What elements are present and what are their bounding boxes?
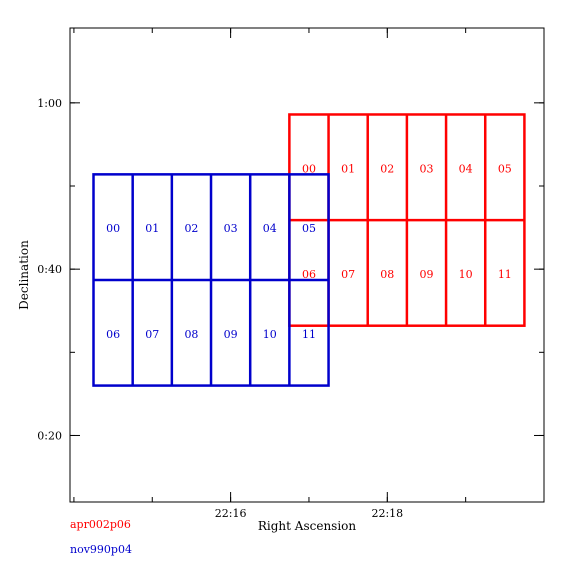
chip-label-nov990p04-09: 09 [224, 328, 238, 341]
chip-label-apr002p06-06: 06 [302, 268, 316, 281]
axis-ticks: 22:16 22:18 1:00 0:40 0:20 [37, 28, 545, 520]
plot-frame [69, 27, 545, 503]
y-tick-label: 0:20 [37, 429, 62, 442]
chip-label-nov990p04-02: 02 [184, 222, 198, 235]
chip-label-nov990p04-07: 07 [145, 328, 159, 341]
x-tick-label: 22:18 [371, 507, 403, 520]
chip-label-nov990p04-05: 05 [302, 222, 316, 235]
chip-label-apr002p06-03: 03 [419, 162, 433, 175]
chip-label-apr002p06-02: 02 [380, 162, 394, 175]
chip-label-apr002p06-01: 01 [341, 162, 355, 175]
chip-label-nov990p04-01: 01 [145, 222, 159, 235]
chip-outlines [92, 113, 526, 387]
legend-label: apr002p06 [70, 518, 131, 531]
chip-label-nov990p04-03: 03 [224, 222, 238, 235]
y-tick-label: 1:00 [37, 97, 62, 110]
chip-label-nov990p04-06: 06 [106, 328, 120, 341]
chip-label-apr002p06-00: 00 [302, 162, 316, 175]
chip-label-apr002p06-10: 10 [459, 268, 473, 281]
x-axis-title: Right Ascension [258, 519, 357, 533]
y-axis-title: Declination [17, 240, 31, 310]
chip-label-nov990p04-00: 00 [106, 222, 120, 235]
chip-label-nov990p04-08: 08 [184, 328, 198, 341]
pointing-apr002p06 [288, 113, 526, 327]
chip-label-nov990p04-04: 04 [263, 222, 277, 235]
legend-apr002p06: apr002p06 [70, 518, 131, 531]
chip-label-apr002p06-04: 04 [459, 162, 473, 175]
chip-label-apr002p06-09: 09 [419, 268, 433, 281]
pointing-nov990p04 [92, 173, 330, 387]
legend-label: nov990p04 [70, 543, 132, 556]
x-tick-label: 22:16 [215, 507, 247, 520]
legend-nov990p04: nov990p04 [70, 543, 132, 556]
chip-label-apr002p06-05: 05 [498, 162, 512, 175]
chip-label-nov990p04-10: 10 [263, 328, 277, 341]
chip-label-apr002p06-08: 08 [380, 268, 394, 281]
chip-label-apr002p06-07: 07 [341, 268, 355, 281]
y-tick-label: 0:40 [37, 263, 62, 276]
chip-labels: 00 01 02 03 04 05 06 07 08 09 10 11 00 01 02 03 04 05 06 07… [106, 162, 512, 340]
chip-label-nov990p04-11: 11 [302, 328, 316, 341]
chip-label-apr002p06-11: 11 [498, 268, 512, 281]
